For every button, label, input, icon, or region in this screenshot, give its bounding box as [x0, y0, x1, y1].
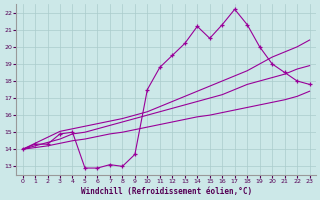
X-axis label: Windchill (Refroidissement éolien,°C): Windchill (Refroidissement éolien,°C) [81, 187, 252, 196]
